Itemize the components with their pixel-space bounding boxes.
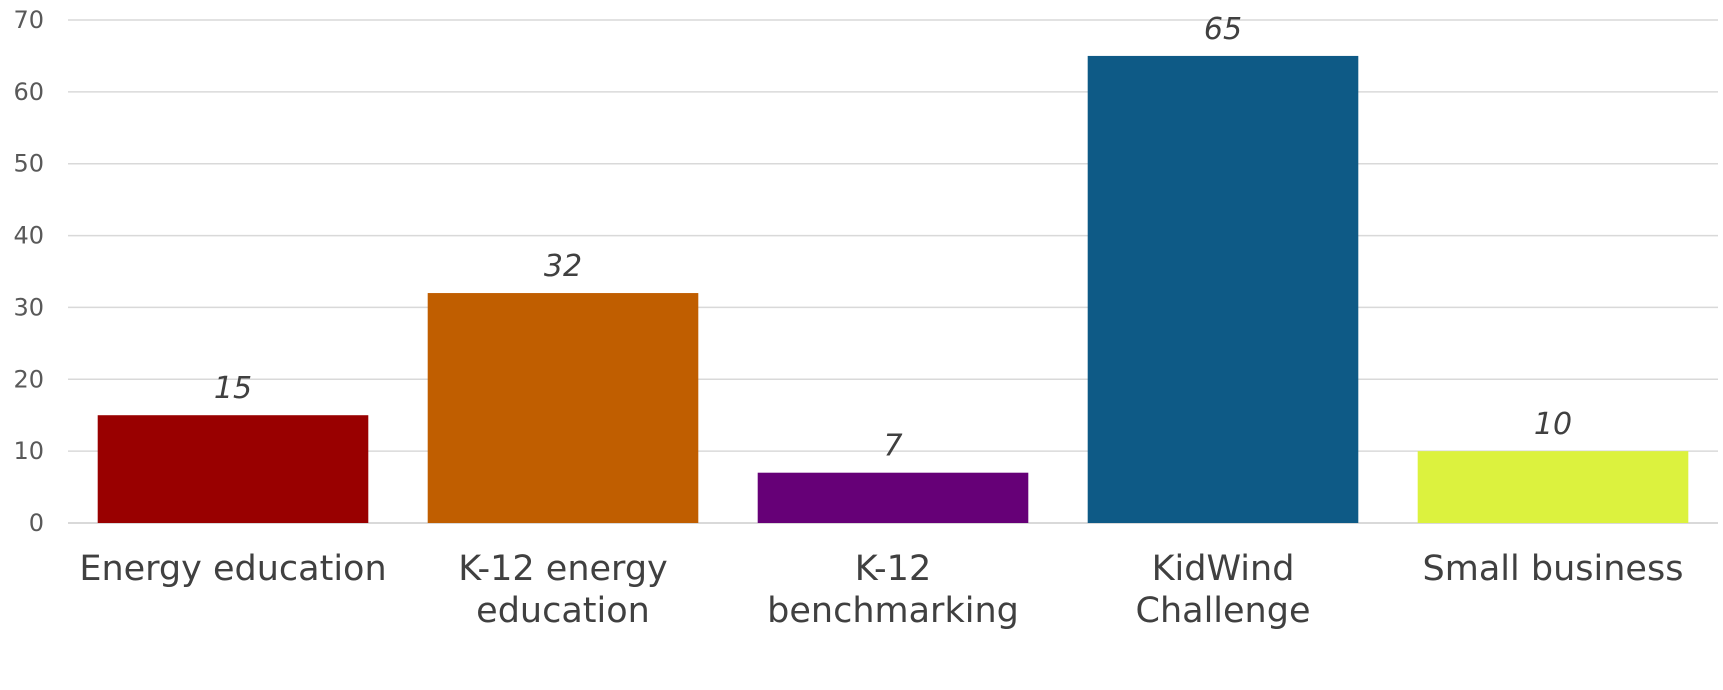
data-label: 32	[544, 249, 582, 284]
category-label: Small business	[1423, 549, 1684, 589]
y-tick-label: 40	[13, 222, 44, 250]
data-label: 10	[1534, 407, 1572, 442]
category-label: Challenge	[1136, 591, 1311, 631]
category-label: benchmarking	[767, 591, 1019, 631]
y-axis-ticks: 0 10 20 30 40 50 60 70	[13, 6, 44, 537]
bar	[97, 415, 369, 523]
category-label: Energy education	[79, 549, 386, 589]
data-label: 7	[883, 429, 902, 464]
bar	[427, 293, 699, 523]
data-labels: 15 32 7 65 10	[214, 12, 1572, 464]
category-label: education	[476, 591, 650, 631]
y-tick-label: 70	[13, 6, 44, 34]
bar	[1417, 451, 1689, 523]
category-label: K-12 energy	[458, 549, 668, 589]
bars	[97, 55, 1689, 524]
data-label: 65	[1204, 12, 1242, 47]
y-tick-label: 0	[29, 509, 44, 537]
data-label: 15	[214, 371, 252, 406]
y-tick-label: 60	[13, 78, 44, 106]
y-tick-label: 30	[13, 293, 44, 321]
y-tick-label: 10	[13, 437, 44, 465]
category-label: K-12	[855, 549, 931, 589]
category-label: KidWind	[1152, 549, 1295, 589]
y-tick-label: 50	[13, 150, 44, 178]
y-tick-label: 20	[13, 365, 44, 393]
bar	[1087, 55, 1359, 524]
bar	[757, 472, 1029, 523]
